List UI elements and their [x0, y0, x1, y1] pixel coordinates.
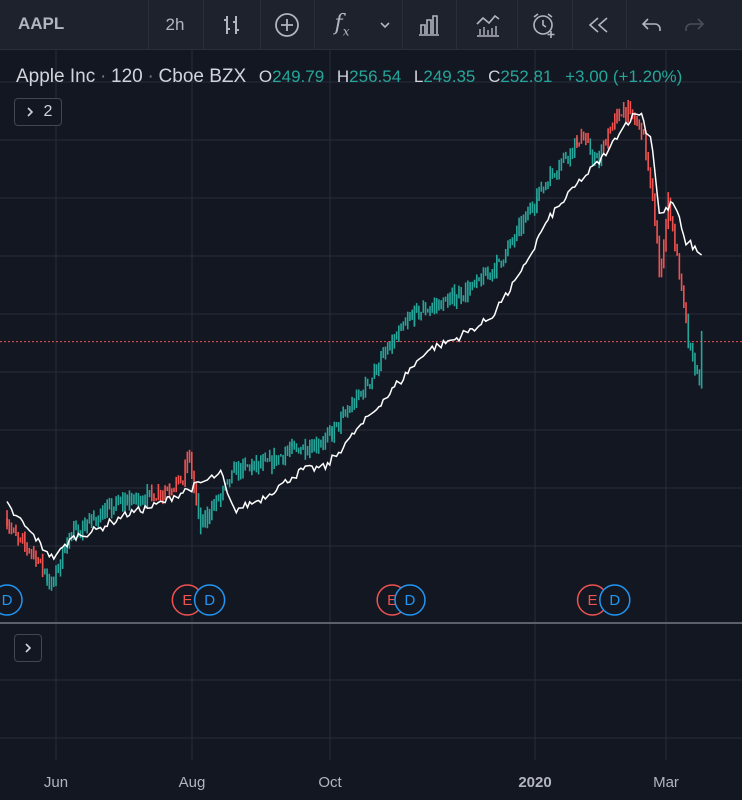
- redo-button[interactable]: [674, 0, 714, 50]
- indicators-dropdown[interactable]: [370, 0, 400, 50]
- chevron-down-icon: [380, 22, 390, 29]
- templates-button[interactable]: [404, 0, 454, 50]
- price-series: [6, 99, 703, 591]
- chart-style-button[interactable]: [206, 0, 258, 50]
- toolbar-divider: [203, 0, 204, 50]
- x-tick-label: 2020: [518, 774, 551, 791]
- legend-interval: 120: [111, 66, 143, 87]
- legend-separator: ·: [147, 66, 154, 87]
- x-axis: Jun Aug Oct 2020 Mar: [44, 774, 679, 791]
- alarm-clock-icon: [533, 13, 555, 38]
- compare-series: [6, 112, 703, 561]
- marker-circle: [394, 584, 426, 616]
- x-tick-label: Jun: [44, 774, 68, 791]
- bars-style-icon: [224, 16, 239, 34]
- legend-separator: ·: [99, 66, 107, 87]
- symbol-search[interactable]: AAPL: [18, 14, 65, 33]
- compare-symbols-button[interactable]: [460, 0, 516, 50]
- dividend-marker[interactable]: D: [193, 584, 226, 616]
- series-legend: Apple Inc · 120 · Cboe BZX O249.79 H256.…: [16, 66, 690, 88]
- high-value: 256.54: [349, 67, 402, 86]
- grid-lines: [0, 50, 742, 760]
- marker-label: D: [609, 592, 620, 609]
- line-chart-icon: [476, 14, 500, 37]
- toolbar-divider: [260, 0, 261, 50]
- interval-label: 2h: [165, 15, 185, 34]
- marker-label: D: [204, 592, 215, 609]
- toolbar-divider: [626, 0, 627, 50]
- toolbar-divider: [148, 0, 149, 50]
- redo-icon: [685, 18, 705, 31]
- marker-label: E: [387, 592, 397, 609]
- open-value: 249.79: [272, 67, 325, 86]
- close-label: C: [488, 67, 501, 86]
- marker-label: D: [2, 592, 13, 609]
- undo-button[interactable]: [630, 0, 674, 50]
- marker-label: E: [588, 592, 598, 609]
- dividend-marker[interactable]: D: [0, 584, 23, 616]
- marker-circle: [599, 584, 631, 616]
- high-label: H: [336, 67, 350, 86]
- low-value: 249.35: [423, 67, 476, 86]
- toolbar-divider: [402, 0, 403, 50]
- replay-button[interactable]: [574, 0, 624, 50]
- x-tick-label: Mar: [653, 774, 679, 791]
- low-label: L: [413, 67, 424, 86]
- toolbar-divider: [517, 0, 518, 50]
- toolbar-divider: [314, 0, 315, 50]
- marker-label: D: [405, 592, 416, 609]
- marker-circle: [193, 584, 226, 616]
- compare-line: [6, 112, 703, 561]
- interval-button[interactable]: 2h: [150, 0, 200, 50]
- alert-button[interactable]: [519, 0, 569, 50]
- function-icon: fx: [334, 11, 350, 39]
- indicators-toggle[interactable]: 2: [14, 98, 62, 126]
- bar-chart-icon: [419, 15, 439, 36]
- x-tick-label: Oct: [318, 774, 342, 791]
- open-label: O: [258, 67, 273, 86]
- indicator-count: 2: [43, 103, 53, 120]
- close-value: 252.81: [500, 67, 553, 86]
- toolbar-divider: [456, 0, 457, 50]
- indicators-button[interactable]: fx: [318, 0, 366, 50]
- rewind-icon: [588, 17, 608, 33]
- dividend-marker[interactable]: D: [599, 584, 631, 616]
- dividend-marker[interactable]: D: [394, 584, 426, 616]
- top-toolbar: AAPL 2h fx: [0, 0, 742, 50]
- symbol-name[interactable]: Apple Inc: [16, 66, 96, 87]
- marker-label: E: [182, 592, 192, 609]
- chevron-right-icon: [25, 643, 32, 653]
- toolbar-divider: [572, 0, 573, 50]
- undo-icon: [641, 18, 661, 31]
- x-tick-label: Aug: [179, 774, 206, 791]
- chevron-right-icon: [26, 107, 33, 117]
- plus-circle-icon: [275, 13, 299, 37]
- change-value: +3.00 (+1.20%): [565, 67, 683, 86]
- pane-toggle[interactable]: [14, 634, 42, 662]
- marker-circle: [0, 584, 23, 616]
- compare-button[interactable]: [262, 0, 312, 50]
- legend-exchange: Cboe BZX: [158, 66, 247, 87]
